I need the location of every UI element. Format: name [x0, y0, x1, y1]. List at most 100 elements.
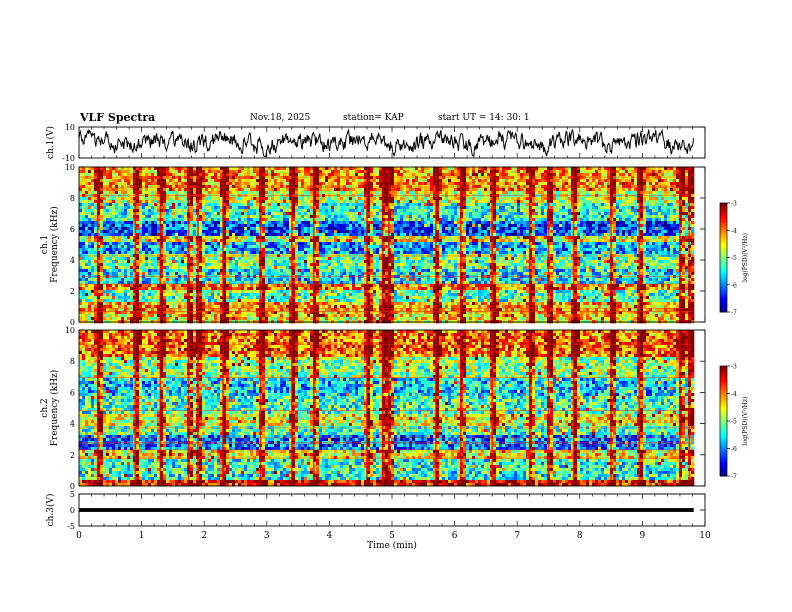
- psd-cell: [79, 203, 82, 206]
- psd-cell: [415, 215, 418, 218]
- psd-cell: [322, 191, 325, 194]
- psd-cell: [130, 200, 133, 203]
- psd-cell: [481, 197, 484, 200]
- psd-cell: [277, 215, 280, 218]
- psd-cell: [586, 200, 589, 203]
- psd-cell: [481, 212, 484, 215]
- psd-cell: [325, 221, 328, 224]
- psd-cell: [631, 185, 634, 188]
- psd-cell: [619, 224, 622, 227]
- psd-cell: [424, 185, 427, 188]
- psd-cell: [634, 182, 637, 185]
- psd-cell: [319, 173, 322, 176]
- psd-cell: [574, 227, 577, 230]
- psd-cell: [268, 212, 271, 215]
- psd-cell: [589, 170, 592, 173]
- psd-cell: [517, 173, 520, 176]
- psd-cell: [142, 167, 145, 170]
- psd-cell: [265, 227, 268, 230]
- psd-cell: [562, 203, 565, 206]
- psd-cell: [643, 206, 646, 209]
- psd-cell: [622, 206, 625, 209]
- psd-cell: [424, 188, 427, 191]
- psd-cell: [169, 176, 172, 179]
- psd-cell: [403, 212, 406, 215]
- psd-cell: [415, 224, 418, 227]
- psd-cell: [616, 188, 619, 191]
- psd-cell: [655, 200, 658, 203]
- psd-cell: [394, 191, 397, 194]
- psd-cell: [568, 224, 571, 227]
- psd-cell: [661, 227, 664, 230]
- psd-cell: [130, 233, 133, 236]
- psd-cell: [301, 167, 304, 170]
- psd-cell: [475, 197, 478, 200]
- psd-cell: [427, 179, 430, 182]
- psd-cell: [112, 233, 115, 236]
- psd-cell: [406, 227, 409, 230]
- psd-cell: [526, 230, 529, 233]
- psd-cell: [562, 170, 565, 173]
- psd-cell: [628, 191, 631, 194]
- psd-cell: [652, 185, 655, 188]
- psd-cell: [598, 206, 601, 209]
- psd-cell: [502, 221, 505, 224]
- psd-cell: [193, 185, 196, 188]
- psd-cell: [664, 170, 667, 173]
- psd-cell: [691, 191, 694, 194]
- psd-cell: [256, 206, 259, 209]
- psd-cell: [352, 185, 355, 188]
- psd-cell: [418, 218, 421, 221]
- psd-cell: [268, 230, 271, 233]
- psd-cell: [409, 179, 412, 182]
- psd-cell: [448, 191, 451, 194]
- psd-cell: [343, 176, 346, 179]
- psd-cell: [568, 170, 571, 173]
- psd-cell: [385, 191, 388, 194]
- psd-cell: [463, 176, 466, 179]
- y-tick-label: 10: [65, 123, 75, 132]
- psd-cell: [631, 209, 634, 212]
- psd-cell: [583, 212, 586, 215]
- psd-cell: [409, 182, 412, 185]
- psd-cell: [493, 200, 496, 203]
- psd-cell: [397, 173, 400, 176]
- psd-cell: [325, 188, 328, 191]
- psd-cell: [304, 224, 307, 227]
- psd-cell: [172, 170, 175, 173]
- psd-cell: [166, 209, 169, 212]
- psd-cell: [526, 182, 529, 185]
- psd-cell: [475, 224, 478, 227]
- psd-cell: [430, 209, 433, 212]
- psd-cell: [352, 227, 355, 230]
- psd-cell: [229, 200, 232, 203]
- psd-cell: [673, 203, 676, 206]
- psd-cell: [643, 224, 646, 227]
- psd-cell: [349, 212, 352, 215]
- psd-cell: [670, 185, 673, 188]
- psd-cell: [316, 191, 319, 194]
- psd-cell: [532, 209, 535, 212]
- psd-cell: [121, 233, 124, 236]
- psd-cell: [424, 170, 427, 173]
- psd-cell: [508, 200, 511, 203]
- psd-cell: [598, 170, 601, 173]
- psd-cell: [451, 209, 454, 212]
- psd-cell: [607, 212, 610, 215]
- psd-cell: [94, 230, 97, 233]
- psd-cell: [418, 182, 421, 185]
- psd-cell: [331, 191, 334, 194]
- psd-cell: [121, 197, 124, 200]
- psd-cell: [508, 224, 511, 227]
- psd-cell: [544, 188, 547, 191]
- psd-cell: [154, 176, 157, 179]
- psd-cell: [634, 176, 637, 179]
- psd-cell: [184, 173, 187, 176]
- psd-cell: [418, 203, 421, 206]
- psd-cell: [349, 206, 352, 209]
- psd-cell: [580, 167, 583, 170]
- psd-cell: [583, 176, 586, 179]
- psd-cell: [685, 173, 688, 176]
- psd-cell: [472, 200, 475, 203]
- psd-cell: [475, 209, 478, 212]
